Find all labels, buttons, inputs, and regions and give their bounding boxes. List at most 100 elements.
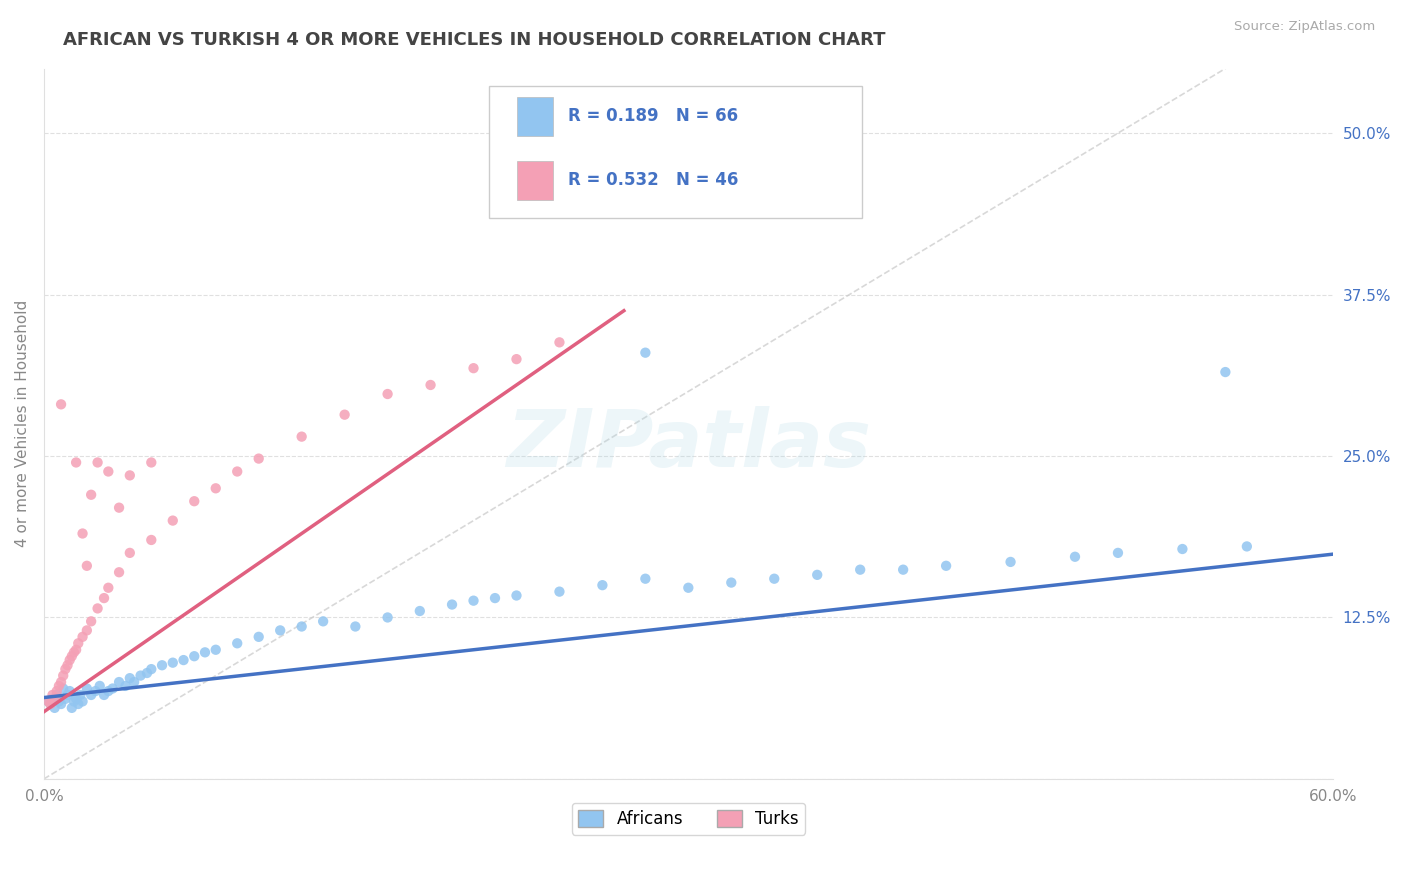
Point: [849, 563, 872, 577]
Point: [183, 649, 205, 664]
Point: [65, 642, 87, 657]
Point: [162, 514, 184, 528]
Point: [86, 601, 108, 615]
Point: [194, 645, 217, 659]
Point: [108, 566, 131, 580]
Text: ZIPatlas: ZIPatlas: [506, 406, 870, 484]
FancyBboxPatch shape: [517, 97, 553, 136]
Point: [65, 691, 87, 706]
Point: [591, 578, 613, 592]
Point: [720, 575, 742, 590]
Point: [108, 675, 131, 690]
Point: [67, 697, 90, 711]
Point: [150, 658, 173, 673]
Point: [226, 465, 249, 479]
Point: [60, 649, 83, 664]
Point: [59, 653, 82, 667]
Point: [141, 662, 163, 676]
Point: [806, 567, 828, 582]
Point: [49, 675, 72, 690]
Point: [80, 488, 103, 502]
Point: [97, 581, 120, 595]
Point: [441, 598, 464, 612]
Point: [409, 604, 432, 618]
Point: [763, 572, 786, 586]
Point: [93, 688, 115, 702]
Point: [247, 451, 270, 466]
Point: [76, 624, 98, 638]
Point: [136, 665, 159, 680]
Point: [67, 636, 90, 650]
Point: [141, 533, 163, 547]
Text: R = 0.189   N = 66: R = 0.189 N = 66: [568, 107, 738, 125]
Point: [634, 572, 657, 586]
Point: [678, 581, 700, 595]
Point: [118, 671, 141, 685]
Point: [505, 589, 527, 603]
Point: [45, 688, 67, 702]
Point: [226, 636, 249, 650]
Point: [141, 455, 163, 469]
Point: [634, 345, 657, 359]
Point: [37, 694, 59, 708]
Point: [45, 684, 67, 698]
Point: [84, 684, 107, 698]
Point: [72, 526, 94, 541]
Point: [72, 630, 94, 644]
Point: [312, 615, 335, 629]
Point: [114, 679, 136, 693]
Point: [49, 697, 72, 711]
Point: [86, 455, 108, 469]
Point: [122, 675, 145, 690]
Point: [97, 684, 120, 698]
Point: [80, 615, 103, 629]
Point: [44, 691, 66, 706]
FancyBboxPatch shape: [517, 161, 553, 200]
Point: [1171, 541, 1194, 556]
Point: [463, 593, 485, 607]
Text: R = 0.532   N = 46: R = 0.532 N = 46: [568, 171, 738, 189]
Point: [39, 697, 62, 711]
Point: [108, 500, 131, 515]
Point: [63, 645, 86, 659]
Point: [76, 681, 98, 696]
Point: [60, 701, 83, 715]
Point: [52, 681, 75, 696]
Point: [52, 668, 75, 682]
Point: [291, 430, 314, 444]
Point: [89, 679, 111, 693]
Point: [65, 455, 87, 469]
Point: [56, 688, 79, 702]
Point: [53, 691, 76, 706]
Point: [162, 656, 184, 670]
Point: [53, 662, 76, 676]
Point: [173, 653, 195, 667]
Point: [56, 658, 79, 673]
Point: [101, 681, 124, 696]
Point: [93, 591, 115, 606]
Point: [37, 694, 59, 708]
Point: [59, 684, 82, 698]
Point: [891, 563, 914, 577]
Legend: Africans, Turks: Africans, Turks: [572, 803, 806, 835]
FancyBboxPatch shape: [488, 87, 862, 218]
Point: [183, 494, 205, 508]
Point: [44, 701, 66, 715]
Point: [1215, 365, 1237, 379]
Point: [97, 465, 120, 479]
Point: [247, 630, 270, 644]
Text: AFRICAN VS TURKISH 4 OR MORE VEHICLES IN HOUSEHOLD CORRELATION CHART: AFRICAN VS TURKISH 4 OR MORE VEHICLES IN…: [63, 31, 886, 49]
Point: [1107, 546, 1129, 560]
Point: [80, 688, 103, 702]
Point: [344, 619, 367, 633]
Point: [548, 335, 571, 350]
Point: [269, 624, 291, 638]
Point: [505, 352, 527, 367]
Point: [118, 546, 141, 560]
Point: [377, 610, 399, 624]
Point: [204, 642, 226, 657]
Point: [41, 691, 63, 706]
Point: [291, 619, 314, 633]
Point: [48, 679, 70, 693]
Point: [463, 361, 485, 376]
